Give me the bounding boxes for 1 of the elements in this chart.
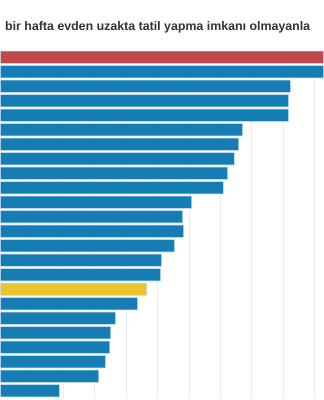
chart-title: bir hafta evden uzakta tatil yapma imkanı olmayanla [5,19,310,33]
